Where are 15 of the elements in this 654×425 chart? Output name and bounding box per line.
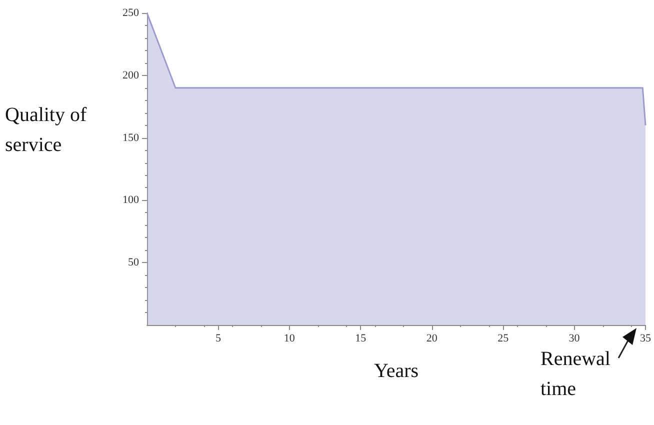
y-tick-label: 100 <box>122 194 140 206</box>
x-tick-label: 15 <box>355 332 367 344</box>
y-axis-title: Quality of service <box>5 103 88 158</box>
x-tick-label: 35 <box>640 332 652 344</box>
x-axis-title: Years <box>374 360 419 382</box>
x-tick-label: 20 <box>426 332 438 344</box>
y-tick-label: 50 <box>128 256 140 269</box>
y-tick-label: 250 <box>122 7 140 19</box>
x-tick-label: 5 <box>215 332 222 344</box>
x-tick-label: 30 <box>568 332 580 344</box>
y-tick-label: 150 <box>122 132 140 144</box>
x-tick-label: 10 <box>284 332 296 344</box>
x-tick-label: 25 <box>498 332 510 344</box>
annotation: Renewal time <box>540 347 612 402</box>
y-tick-label: 200 <box>122 69 140 82</box>
